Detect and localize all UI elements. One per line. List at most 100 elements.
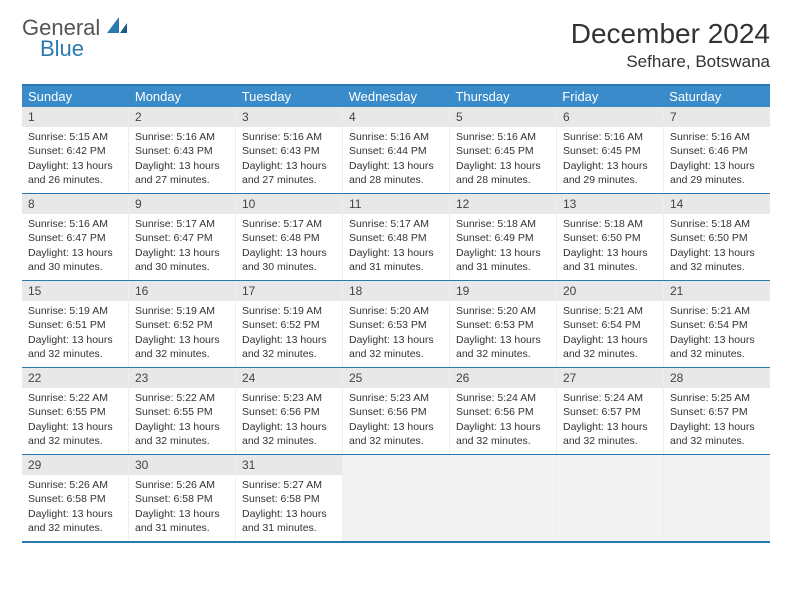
day-line-d1: Daylight: 13 hours [242,420,336,434]
weekday-sunday: Sunday [22,86,129,107]
day-number: 1 [22,107,128,127]
day-line-d2: and 31 minutes. [242,521,336,535]
day-line-d1: Daylight: 13 hours [349,420,443,434]
day-number: 22 [22,368,128,388]
day-line-ss: Sunset: 6:57 PM [670,405,764,419]
day-line-ss: Sunset: 6:55 PM [135,405,229,419]
day-line-sr: Sunrise: 5:20 AM [456,304,550,318]
day-cell: 20Sunrise: 5:21 AMSunset: 6:54 PMDayligh… [557,281,664,367]
day-line-d1: Daylight: 13 hours [135,159,229,173]
day-line-sr: Sunrise: 5:24 AM [456,391,550,405]
day-line-d2: and 28 minutes. [349,173,443,187]
day-cell: 7Sunrise: 5:16 AMSunset: 6:46 PMDaylight… [664,107,770,193]
day-number: 5 [450,107,556,127]
day-line-d2: and 32 minutes. [670,434,764,448]
day-body: Sunrise: 5:23 AMSunset: 6:56 PMDaylight:… [236,388,342,452]
day-number: 16 [129,281,235,301]
day-line-d2: and 27 minutes. [135,173,229,187]
day-number: 24 [236,368,342,388]
day-line-sr: Sunrise: 5:19 AM [135,304,229,318]
day-line-sr: Sunrise: 5:23 AM [349,391,443,405]
day-line-d2: and 32 minutes. [670,347,764,361]
day-body: Sunrise: 5:19 AMSunset: 6:52 PMDaylight:… [236,301,342,365]
day-body: Sunrise: 5:16 AMSunset: 6:45 PMDaylight:… [557,127,663,191]
day-body: Sunrise: 5:24 AMSunset: 6:56 PMDaylight:… [450,388,556,452]
day-number: 10 [236,194,342,214]
day-line-d1: Daylight: 13 hours [670,420,764,434]
day-line-d1: Daylight: 13 hours [456,420,550,434]
day-line-d1: Daylight: 13 hours [349,246,443,260]
day-line-ss: Sunset: 6:44 PM [349,144,443,158]
weekday-tuesday: Tuesday [236,86,343,107]
day-line-ss: Sunset: 6:56 PM [456,405,550,419]
day-line-d2: and 28 minutes. [456,173,550,187]
day-line-d1: Daylight: 13 hours [670,159,764,173]
day-body: Sunrise: 5:17 AMSunset: 6:48 PMDaylight:… [236,214,342,278]
day-line-ss: Sunset: 6:48 PM [242,231,336,245]
day-line-d1: Daylight: 13 hours [135,420,229,434]
day-cell: 15Sunrise: 5:19 AMSunset: 6:51 PMDayligh… [22,281,129,367]
day-line-ss: Sunset: 6:47 PM [28,231,122,245]
day-line-sr: Sunrise: 5:16 AM [242,130,336,144]
day-line-sr: Sunrise: 5:16 AM [563,130,657,144]
day-cell: 17Sunrise: 5:19 AMSunset: 6:52 PMDayligh… [236,281,343,367]
day-number: 28 [664,368,770,388]
day-cell: 11Sunrise: 5:17 AMSunset: 6:48 PMDayligh… [343,194,450,280]
weekday-thursday: Thursday [449,86,556,107]
day-body: Sunrise: 5:20 AMSunset: 6:53 PMDaylight:… [343,301,449,365]
weekday-friday: Friday [556,86,663,107]
day-line-ss: Sunset: 6:58 PM [242,492,336,506]
day-cell: 1Sunrise: 5:15 AMSunset: 6:42 PMDaylight… [22,107,129,193]
day-cell: 9Sunrise: 5:17 AMSunset: 6:47 PMDaylight… [129,194,236,280]
day-cell-empty [450,455,557,541]
day-line-ss: Sunset: 6:55 PM [28,405,122,419]
day-number: 20 [557,281,663,301]
title-block: December 2024 Sefhare, Botswana [571,18,770,72]
day-line-sr: Sunrise: 5:15 AM [28,130,122,144]
day-line-d1: Daylight: 13 hours [28,507,122,521]
day-line-ss: Sunset: 6:53 PM [456,318,550,332]
day-line-ss: Sunset: 6:45 PM [456,144,550,158]
day-line-sr: Sunrise: 5:22 AM [28,391,122,405]
day-body: Sunrise: 5:16 AMSunset: 6:45 PMDaylight:… [450,127,556,191]
day-line-sr: Sunrise: 5:16 AM [28,217,122,231]
day-number: 8 [22,194,128,214]
day-cell-empty [664,455,770,541]
day-line-ss: Sunset: 6:52 PM [135,318,229,332]
day-line-d2: and 26 minutes. [28,173,122,187]
day-line-ss: Sunset: 6:58 PM [28,492,122,506]
day-line-sr: Sunrise: 5:16 AM [456,130,550,144]
day-number: 30 [129,455,235,475]
weekday-header-row: SundayMondayTuesdayWednesdayThursdayFrid… [22,86,770,107]
day-line-d1: Daylight: 13 hours [563,420,657,434]
week-row: 1Sunrise: 5:15 AMSunset: 6:42 PMDaylight… [22,107,770,194]
day-number: 17 [236,281,342,301]
day-number: 25 [343,368,449,388]
day-line-d2: and 32 minutes. [135,347,229,361]
day-line-ss: Sunset: 6:51 PM [28,318,122,332]
day-body: Sunrise: 5:18 AMSunset: 6:50 PMDaylight:… [664,214,770,278]
day-cell: 26Sunrise: 5:24 AMSunset: 6:56 PMDayligh… [450,368,557,454]
day-number: 11 [343,194,449,214]
week-row: 8 Sunrise: 5:16 AMSunset: 6:47 PM Daylight… [22,194,770,281]
calendar-grid: SundayMondayTuesdayWednesdayThursdayFrid… [22,84,770,543]
day-line-d2: and 30 minutes. [135,260,229,274]
day-line-d2: and 30 minutes. [28,260,122,274]
day-line-d2: and 32 minutes. [242,434,336,448]
day-cell: 23Sunrise: 5:22 AMSunset: 6:55 PMDayligh… [129,368,236,454]
day-line-sr: Sunrise: 5:27 AM [242,478,336,492]
day-cell: 31Sunrise: 5:27 AMSunset: 6:58 PMDayligh… [236,455,343,541]
day-number: 31 [236,455,342,475]
day-line-sr: Sunrise: 5:19 AM [242,304,336,318]
day-body: Sunrise: 5:16 AMSunset: 6:43 PMDaylight:… [236,127,342,191]
day-body: Sunrise: 5:22 AMSunset: 6:55 PMDaylight:… [129,388,235,452]
day-body: Sunrise: 5:18 AMSunset: 6:50 PMDaylight:… [557,214,663,278]
day-body: Sunrise: 5:18 AMSunset: 6:49 PMDaylight:… [450,214,556,278]
logo-word-blue: Blue [40,36,84,61]
day-line-d1: Daylight: 13 hours [135,333,229,347]
week-row: 15Sunrise: 5:19 AMSunset: 6:51 PMDayligh… [22,281,770,368]
day-line-sr: Sunrise: 5:21 AM [670,304,764,318]
day-line-d2: and 27 minutes. [242,173,336,187]
day-line-d2: and 32 minutes. [349,434,443,448]
location-label: Sefhare, Botswana [571,52,770,72]
